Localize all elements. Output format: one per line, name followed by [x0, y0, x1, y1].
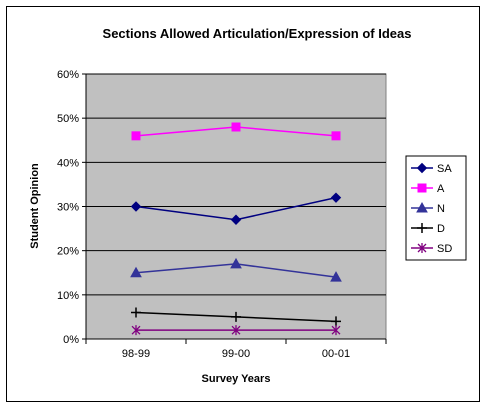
data-point-sd — [231, 325, 241, 336]
y-tick-label: 0% — [63, 334, 79, 346]
data-point-a — [131, 131, 141, 141]
legend-label-d: D — [437, 223, 445, 235]
y-tick-label: 10% — [57, 290, 79, 302]
data-point-sa — [230, 214, 242, 225]
x-axis-title: Survey Years — [202, 373, 271, 385]
y-tick-label: 30% — [57, 202, 79, 214]
data-point-sa — [330, 192, 342, 203]
legend-marker-sd — [417, 243, 427, 253]
legend-label-a: A — [437, 183, 445, 195]
data-point-n — [230, 257, 242, 269]
legend-label-n: N — [437, 203, 445, 215]
data-point-sa — [130, 201, 142, 212]
series-n — [130, 257, 342, 282]
legend-label-sa: SA — [437, 163, 452, 175]
data-point-a — [231, 122, 241, 132]
series-a — [131, 122, 341, 141]
legend-marker-sa — [416, 162, 428, 174]
y-axis-title: Student Opinion — [29, 163, 41, 249]
y-tick-label: 20% — [57, 246, 79, 258]
data-point-n — [330, 271, 342, 282]
x-tick-label: 98-99 — [122, 348, 150, 360]
x-axis-ticks: 98-99 99-00 00-01 — [85, 339, 387, 360]
y-tick-label: 50% — [57, 113, 79, 125]
y-axis-ticks: 0% 10% 20% 30% 40% 50% 60% — [57, 69, 86, 346]
y-tick-label: 40% — [57, 157, 79, 169]
data-point-sd — [331, 325, 341, 336]
legend: SA AND SD — [405, 155, 467, 261]
series-group — [130, 122, 342, 336]
data-point-n — [130, 266, 142, 278]
legend-label-sd: SD — [437, 243, 452, 255]
chart-title: Sections Allowed Articulation/Expression… — [103, 26, 412, 41]
y-tick-label: 60% — [57, 69, 79, 81]
data-point-d — [331, 316, 341, 327]
series-d — [131, 307, 341, 327]
data-point-d — [231, 311, 241, 322]
legend-marker-n — [416, 201, 428, 213]
data-point-a — [331, 131, 341, 141]
data-point-d — [131, 307, 141, 318]
legend-marker-d — [417, 223, 427, 233]
x-tick-label: 99-00 — [222, 348, 250, 360]
data-point-sd — [131, 325, 141, 336]
legend-marker-a — [417, 183, 427, 193]
series-sa — [130, 192, 342, 225]
x-tick-label: 00-01 — [322, 348, 350, 360]
gridlines — [86, 73, 386, 296]
series-sd — [131, 325, 341, 336]
